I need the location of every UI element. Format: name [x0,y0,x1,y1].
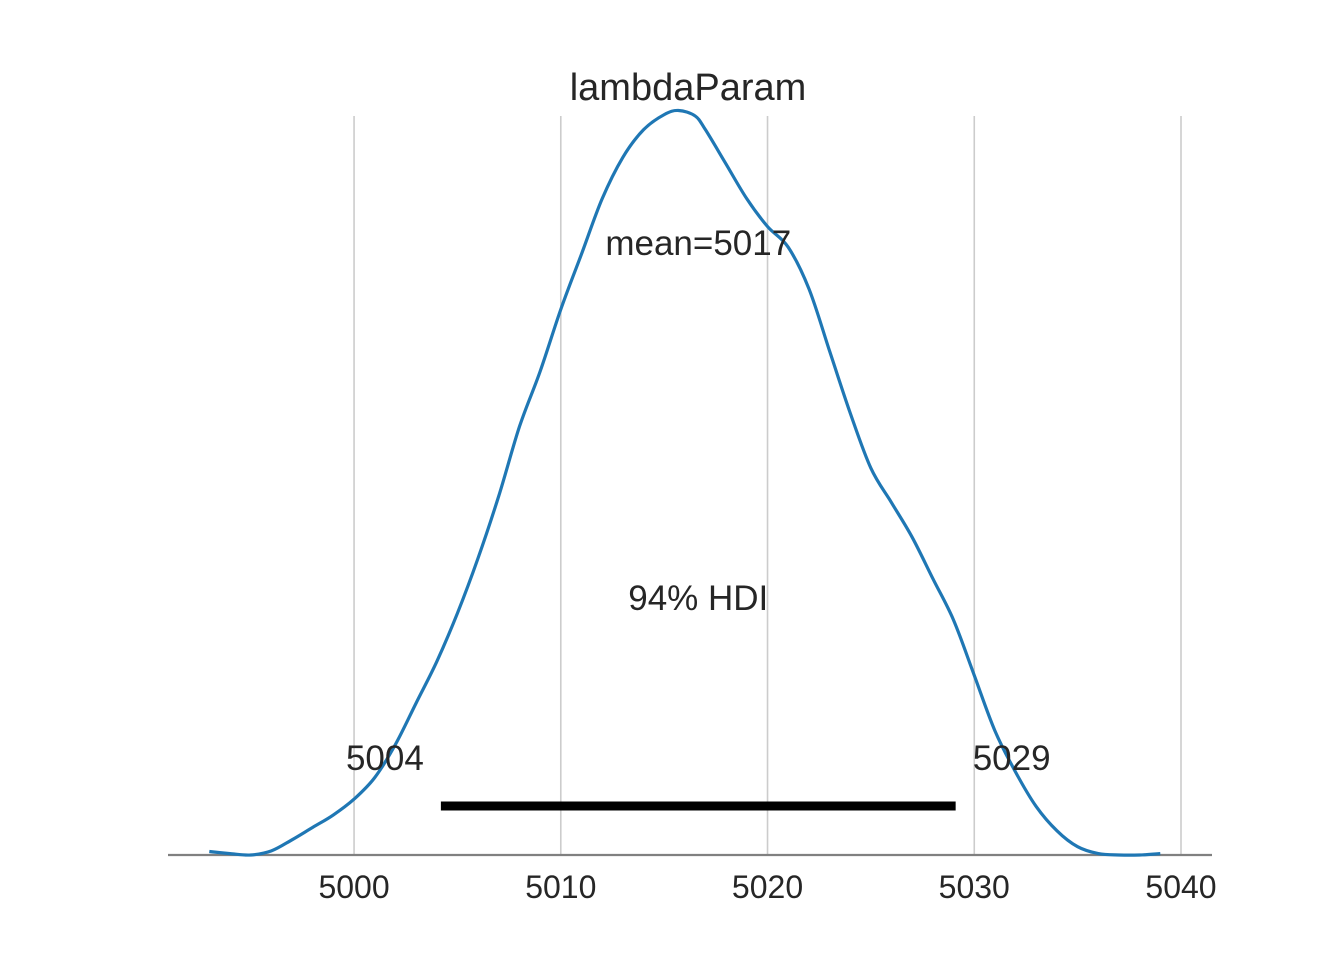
x-tick-label: 5000 [318,869,389,905]
kde-density-curve [209,108,1161,857]
hdi-high-label: 5029 [973,739,1051,778]
x-tick-label: 5030 [939,869,1010,905]
x-tick-label: 5040 [1145,869,1216,905]
grid-lines [353,116,1182,855]
x-tick-label: 5020 [732,869,803,905]
mean-label: mean=5017 [605,224,791,263]
hdi-low-label: 5004 [346,739,424,778]
x-tick-labels: 5000 5010 5020 5030 5040 [318,869,1216,905]
hdi-label: 94% HDI [628,579,768,618]
x-tick-label: 5010 [525,869,596,905]
chart-title: lambdaParam [570,67,807,109]
